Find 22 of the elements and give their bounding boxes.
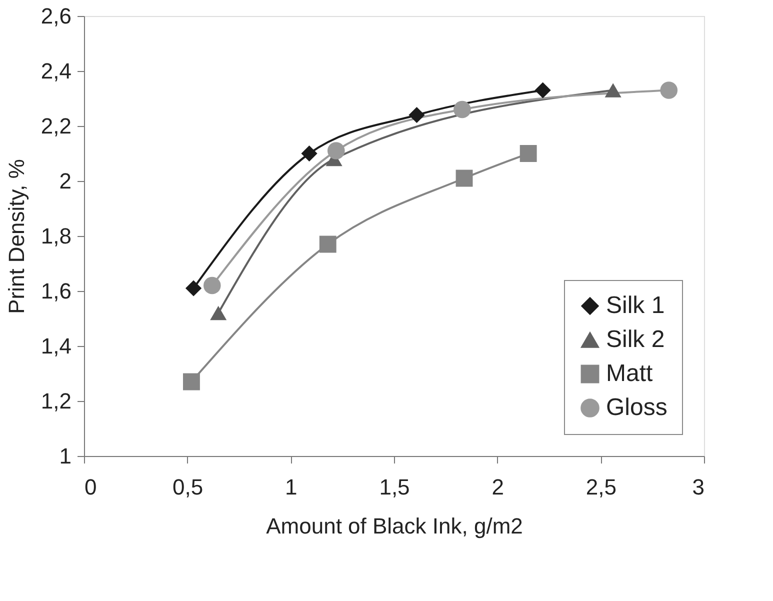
y-tick-label: 2,4 — [40, 58, 72, 84]
x-tick-label: 2,5 — [586, 474, 616, 500]
y-axis-title: Print Density, % — [4, 159, 29, 314]
y-tick-label: 1,2 — [40, 388, 72, 414]
legend-label: Silk 1 — [606, 292, 665, 319]
x-tick-label: 1 — [285, 474, 298, 500]
x-axis-title: Amount of Black Ink, g/m2 — [266, 514, 523, 538]
y-tick-label: 1,6 — [40, 278, 72, 304]
y-tick-label: 2,6 — [40, 4, 72, 28]
legend-label: Matt — [606, 360, 654, 387]
y-tick-label: 2 — [59, 168, 72, 194]
y-tick-label: 2,2 — [40, 114, 72, 138]
y-tick-label: 1,4 — [40, 334, 72, 358]
legend-label: Silk 2 — [606, 326, 665, 353]
x-tick-label: 3 — [692, 474, 704, 500]
y-tick-label: 1,8 — [40, 224, 72, 248]
legend-label: Gloss — [606, 394, 668, 421]
y-tick-label: 1 — [59, 444, 72, 468]
x-tick-label: 0,5 — [172, 474, 204, 500]
x-tick-label: 2 — [492, 474, 504, 500]
x-tick-label: 0 — [84, 474, 97, 500]
x-tick-label: 1,5 — [379, 474, 410, 500]
